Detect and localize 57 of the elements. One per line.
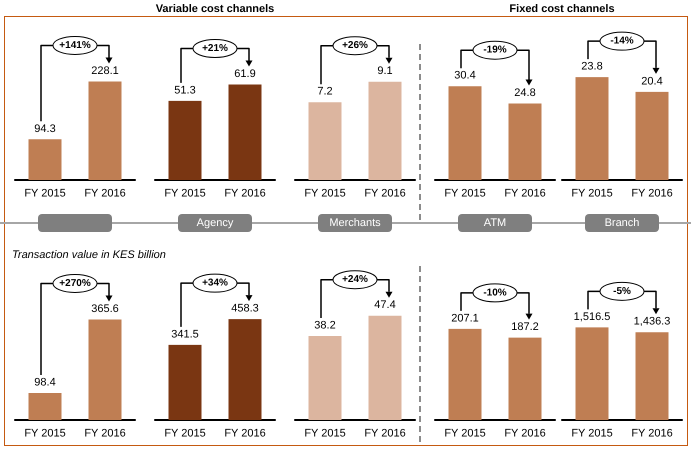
label-pill: Merchants <box>318 214 392 232</box>
data-label: 207.1 <box>451 312 479 324</box>
label-pill: Branch <box>585 214 659 232</box>
data-label: 98.4 <box>34 376 56 388</box>
text: +141% <box>59 40 91 51</box>
data-label: 1,516.5 <box>574 310 610 323</box>
data-label: 228.1 <box>91 64 119 77</box>
text: +24% <box>342 274 368 286</box>
data-label: 20.4 <box>641 75 663 88</box>
data-label: 94.3 <box>34 122 56 135</box>
x-tick-label: FY 2015 <box>444 428 486 440</box>
data-label: 9.1 <box>377 65 393 78</box>
x-tick-label: FY 2015 <box>304 188 346 200</box>
data-label: 30.4 <box>454 70 476 82</box>
text: +21% <box>202 42 228 54</box>
text: -5% <box>613 286 631 297</box>
x-tick-label: FY 2016 <box>364 188 406 200</box>
data-label: 47.4 <box>374 299 396 312</box>
x-tick-label: FY 2016 <box>504 188 546 200</box>
text: -14% <box>610 36 634 47</box>
data-label: 38.2 <box>314 319 336 332</box>
data-label: 458.3 <box>231 302 259 315</box>
label-pill: ATM <box>458 214 532 232</box>
x-tick-label: FY 2016 <box>84 428 126 440</box>
x-tick-label: FY 2016 <box>84 188 126 200</box>
data-label: 1,436.3 <box>634 316 670 328</box>
x-tick-label: FY 2015 <box>164 188 206 200</box>
text: +34% <box>202 278 228 289</box>
x-tick-label: FY 2015 <box>24 188 66 200</box>
data-label: 365.6 <box>91 302 119 315</box>
x-tick-label: FY 2016 <box>631 188 673 200</box>
x-tick-label: FY 2016 <box>224 428 266 440</box>
text: +26% <box>342 40 368 52</box>
x-tick-label: FY 2016 <box>631 428 673 440</box>
data-label: 61.9 <box>234 68 256 80</box>
x-tick-label: FY 2015 <box>571 428 613 440</box>
chart-title: Fixed cost channels <box>509 3 615 15</box>
data-label: 24.8 <box>514 86 536 99</box>
data-label: 23.8 <box>581 60 603 73</box>
data-label: 51.3 <box>174 84 196 96</box>
x-tick-label: FY 2015 <box>571 188 613 200</box>
data-label: 7.2 <box>317 86 333 98</box>
chart-title: Transaction value in KES billion <box>12 249 166 261</box>
x-tick-label: FY 2016 <box>504 428 546 440</box>
data-label: 341.5 <box>171 328 199 340</box>
text: +270% <box>59 278 91 289</box>
data-label: 187.2 <box>511 321 539 334</box>
x-tick-label: FY 2016 <box>364 428 406 440</box>
x-tick-label: FY 2015 <box>444 188 486 200</box>
x-tick-label: FY 2015 <box>24 428 66 440</box>
text: -19% <box>483 44 507 56</box>
x-tick-label: FY 2016 <box>224 188 266 200</box>
label-pill: Agency <box>178 214 252 232</box>
chart-title: Variable cost channels <box>156 3 274 15</box>
text: -10% <box>483 287 507 298</box>
x-tick-label: FY 2015 <box>304 428 346 440</box>
x-tick-label: FY 2015 <box>164 428 206 440</box>
